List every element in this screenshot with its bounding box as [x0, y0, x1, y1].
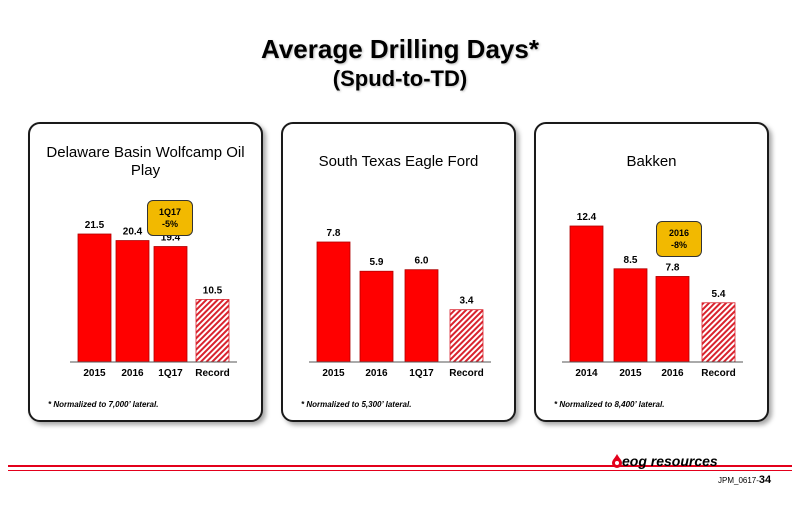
callout-period: 2016 [668, 228, 690, 238]
bar [613, 268, 648, 363]
category-label: 2016 [365, 368, 388, 379]
data-label: 5.4 [712, 289, 726, 300]
category-label: Record [701, 368, 735, 379]
data-label: 19.4 [161, 233, 181, 244]
record-bar [701, 302, 736, 363]
bar [77, 233, 112, 363]
data-label: 10.5 [203, 285, 223, 296]
footnote: * Normalized to 7,000’ lateral. [48, 400, 159, 409]
company-logo: eog resources [612, 453, 718, 469]
page-code: JPM_0617-34 [718, 474, 771, 486]
change-callout: 2016 -8% [656, 221, 702, 257]
logo-text: eog resources [622, 453, 718, 469]
category-label: 1Q17 [409, 368, 434, 379]
category-label: 2016 [121, 368, 144, 379]
data-label: 6.0 [415, 256, 429, 267]
footer-rule [8, 470, 792, 471]
data-label: 12.4 [577, 212, 597, 223]
chart-title: Bakken [626, 153, 677, 170]
bar-chart: 21.5 2015 20.4 2016 19.4 1Q17 10.5 Record [70, 220, 237, 379]
data-label: 7.8 [666, 262, 680, 273]
data-label: 20.4 [123, 227, 143, 238]
chart-title: Delaware Basin Wolfcamp Oil Play [46, 144, 245, 179]
footer-rule [8, 465, 792, 467]
chart-panel-bakken: Bakken 12.4 2014 8.5 2015 7.8 2016 5.4 Record 2… [534, 122, 769, 422]
callout-change: -5% [161, 219, 178, 229]
chart-title: South Texas Eagle Ford [318, 153, 479, 170]
record-bar [195, 299, 230, 363]
data-label: 7.8 [327, 228, 341, 239]
category-label: 2015 [322, 368, 345, 379]
callout-change: -8% [670, 240, 687, 250]
page-title: Average Drilling Days* [261, 34, 539, 64]
category-label: 1Q17 [158, 368, 183, 379]
bar [316, 241, 351, 363]
category-label: Record [449, 368, 483, 379]
bar [153, 246, 188, 363]
bar [359, 270, 394, 363]
data-label: 21.5 [85, 220, 105, 231]
page-subtitle: (Spud-to-TD) [332, 66, 468, 91]
flame-drop-icon [612, 454, 622, 468]
chart-panel-delaware: Delaware Basin Wolfcamp Oil Play 21.5 201… [28, 122, 263, 422]
bar [655, 276, 690, 363]
bar [404, 269, 439, 363]
page-number: 34 [758, 474, 772, 486]
bar-chart: 12.4 2014 8.5 2015 7.8 2016 5.4 Record [562, 212, 743, 379]
record-bar [449, 309, 484, 363]
category-label: 2015 [83, 368, 106, 379]
chart-panel-eagle-ford: South Texas Eagle Ford 7.8 2015 5.9 2016 6.0… [281, 122, 516, 422]
bar-chart: 7.8 2015 5.9 2016 6.0 1Q17 3.4 Record [309, 228, 491, 379]
callout-period: 1Q17 [158, 207, 182, 217]
category-label: 2016 [661, 368, 684, 379]
data-label: 8.5 [624, 255, 638, 266]
data-label: 5.9 [370, 257, 384, 268]
bar [115, 240, 150, 363]
category-label: Record [195, 368, 229, 379]
footnote: * Normalized to 5,300’ lateral. [301, 400, 412, 409]
footnote: * Normalized to 8,400’ lateral. [554, 400, 665, 409]
slide-code: JPM_0617- [718, 476, 759, 485]
category-label: 2014 [575, 368, 598, 379]
change-callout: 1Q17 -5% [147, 200, 193, 236]
data-label: 3.4 [460, 296, 474, 307]
category-label: 2015 [619, 368, 642, 379]
bar [569, 225, 604, 363]
